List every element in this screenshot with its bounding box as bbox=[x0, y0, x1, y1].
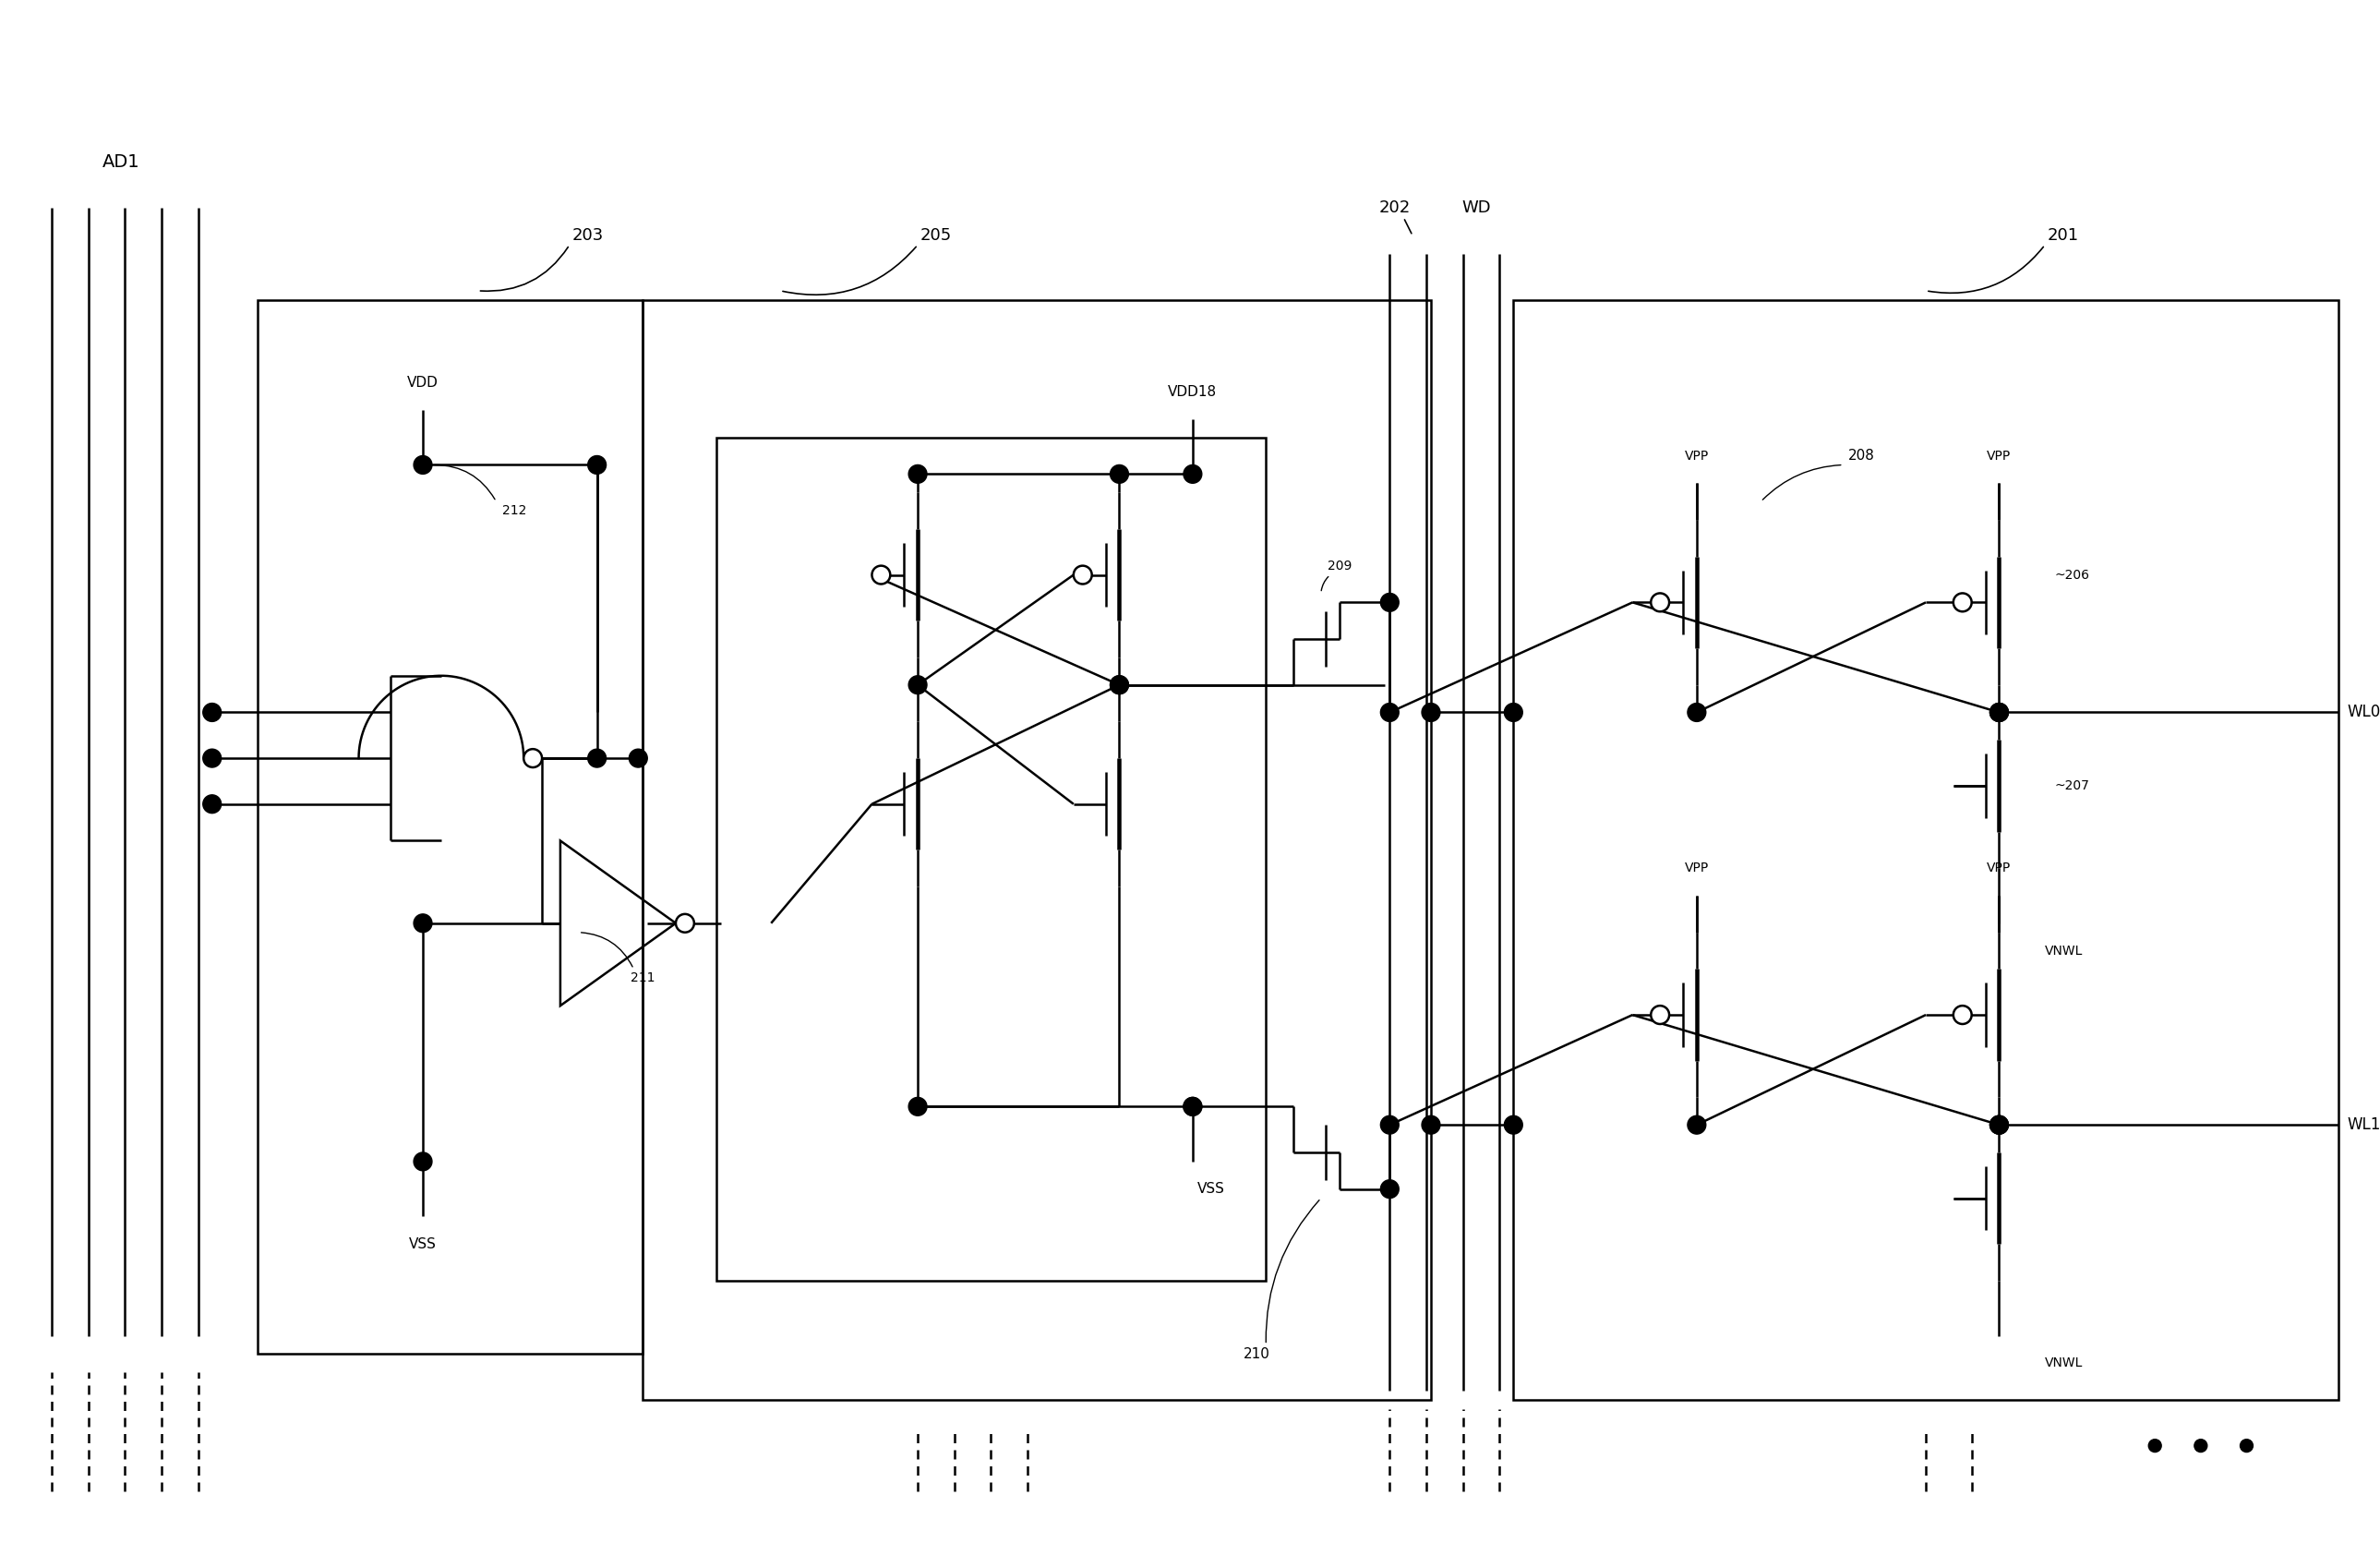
Circle shape bbox=[1421, 1116, 1440, 1134]
Circle shape bbox=[1990, 704, 2009, 722]
Circle shape bbox=[1954, 593, 1971, 611]
Text: ~207: ~207 bbox=[2054, 779, 2090, 792]
Text: 210: 210 bbox=[1242, 1347, 1271, 1361]
Circle shape bbox=[1990, 1116, 2009, 1134]
Circle shape bbox=[1687, 704, 1706, 722]
Circle shape bbox=[588, 455, 607, 474]
Circle shape bbox=[588, 748, 607, 767]
Circle shape bbox=[1109, 464, 1128, 483]
Text: VPP: VPP bbox=[1987, 449, 2011, 463]
Text: VPP: VPP bbox=[1685, 449, 1709, 463]
Circle shape bbox=[1183, 1097, 1202, 1116]
Circle shape bbox=[1183, 464, 1202, 483]
Bar bbox=[257, 299, 643, 1355]
Circle shape bbox=[524, 748, 543, 767]
Text: VNWL: VNWL bbox=[2044, 944, 2082, 957]
Text: 205: 205 bbox=[921, 227, 952, 244]
Circle shape bbox=[1504, 1116, 1523, 1134]
Circle shape bbox=[2240, 1440, 2254, 1452]
Circle shape bbox=[1652, 1006, 1668, 1025]
Circle shape bbox=[1954, 1006, 1971, 1025]
Bar bbox=[643, 299, 1430, 1400]
Text: AD1: AD1 bbox=[102, 154, 140, 171]
Circle shape bbox=[676, 913, 695, 932]
Circle shape bbox=[1990, 704, 2009, 722]
Circle shape bbox=[1380, 1116, 1399, 1134]
Bar bbox=[716, 437, 1266, 1281]
Text: WD: WD bbox=[1461, 201, 1492, 216]
Circle shape bbox=[1990, 1116, 2009, 1134]
Text: VSS: VSS bbox=[409, 1237, 436, 1251]
Circle shape bbox=[1380, 593, 1399, 611]
Circle shape bbox=[1109, 676, 1128, 694]
Circle shape bbox=[2149, 1440, 2161, 1452]
Circle shape bbox=[414, 455, 433, 474]
Text: 202: 202 bbox=[1378, 201, 1409, 216]
Circle shape bbox=[1990, 1116, 2009, 1134]
Circle shape bbox=[1109, 676, 1128, 694]
Circle shape bbox=[909, 464, 926, 483]
Circle shape bbox=[1073, 566, 1092, 585]
Text: 201: 201 bbox=[2047, 227, 2080, 244]
Text: ~206: ~206 bbox=[2054, 568, 2090, 582]
Text: VPP: VPP bbox=[1987, 861, 2011, 875]
Text: 208: 208 bbox=[1849, 449, 1875, 463]
Text: VDD: VDD bbox=[407, 375, 438, 389]
Circle shape bbox=[1183, 1097, 1202, 1116]
Circle shape bbox=[414, 1153, 433, 1171]
Circle shape bbox=[1504, 704, 1523, 722]
Text: 203: 203 bbox=[571, 227, 605, 244]
Text: VDD18: VDD18 bbox=[1169, 384, 1216, 398]
Text: VNWL: VNWL bbox=[2044, 1356, 2082, 1370]
Circle shape bbox=[1990, 704, 2009, 722]
Circle shape bbox=[414, 913, 433, 932]
Circle shape bbox=[909, 1097, 926, 1116]
Circle shape bbox=[1652, 593, 1668, 611]
Text: VPP: VPP bbox=[1685, 861, 1709, 875]
Text: WL1: WL1 bbox=[2347, 1117, 2380, 1133]
Circle shape bbox=[202, 795, 221, 813]
Text: VSS: VSS bbox=[1197, 1182, 1226, 1196]
Text: WL0: WL0 bbox=[2347, 704, 2380, 721]
Text: 212: 212 bbox=[502, 505, 526, 517]
Circle shape bbox=[1421, 704, 1440, 722]
Circle shape bbox=[1380, 704, 1399, 722]
Circle shape bbox=[1380, 1180, 1399, 1199]
Circle shape bbox=[202, 748, 221, 767]
Text: 211: 211 bbox=[631, 972, 654, 984]
Circle shape bbox=[202, 704, 221, 722]
Circle shape bbox=[628, 748, 647, 767]
Circle shape bbox=[871, 566, 890, 585]
Circle shape bbox=[909, 676, 926, 694]
Circle shape bbox=[2194, 1440, 2206, 1452]
Circle shape bbox=[1687, 1116, 1706, 1134]
Text: 209: 209 bbox=[1328, 559, 1352, 572]
Bar bbox=[1514, 299, 2337, 1400]
